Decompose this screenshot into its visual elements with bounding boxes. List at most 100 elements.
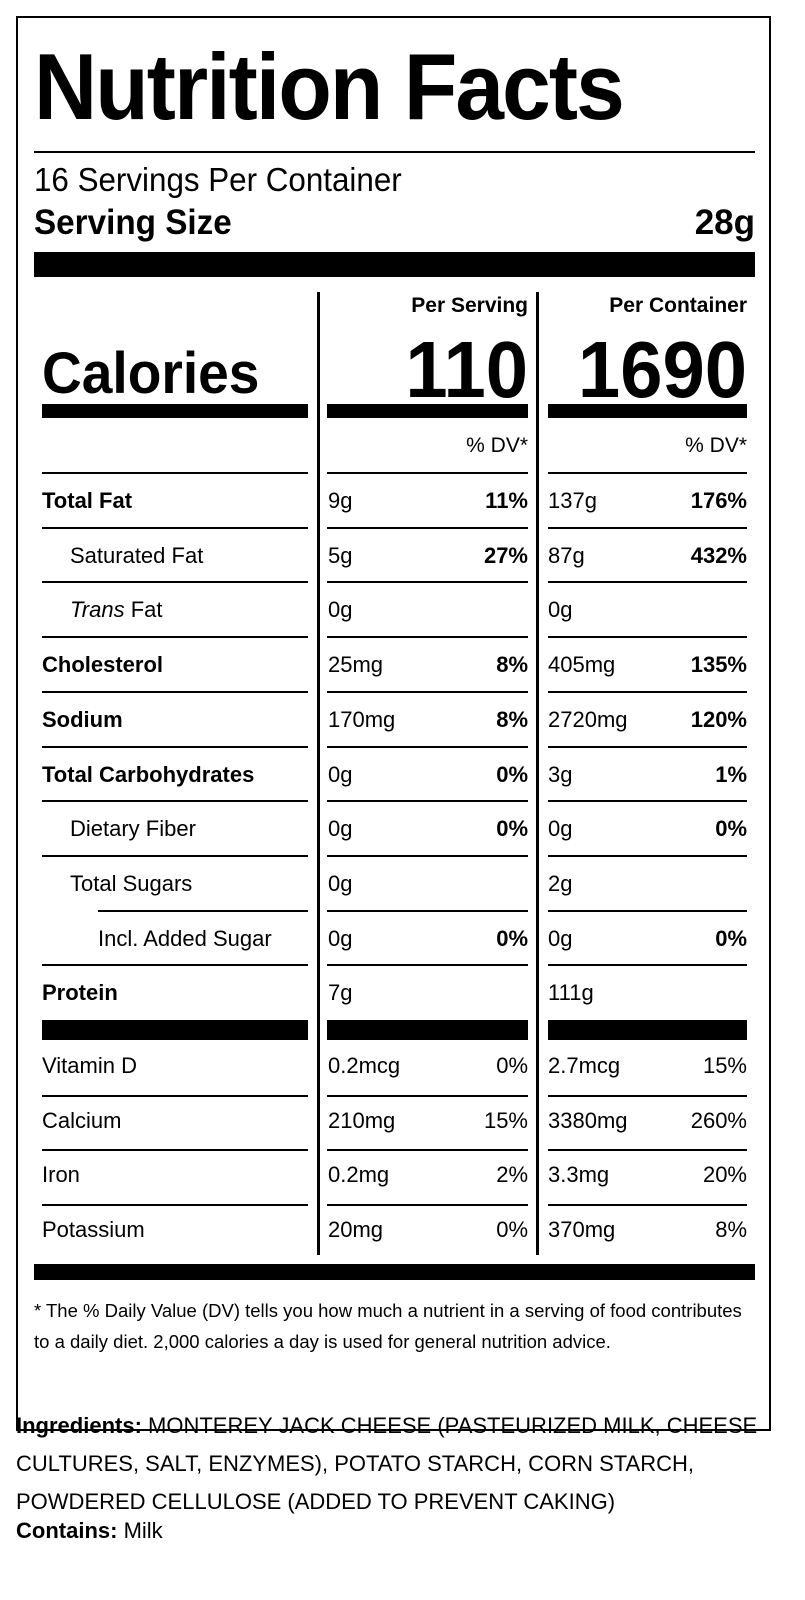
column-header-per-serving: Per Serving [411, 294, 528, 317]
row-rule [327, 636, 528, 639]
row-rule [548, 1204, 747, 1207]
vitamin-bar-serving [327, 1020, 528, 1040]
row-rule [548, 472, 747, 474]
row-rule [548, 1149, 747, 1152]
container-dv: 120% [690, 706, 747, 732]
panel-title: Nutrition Facts [34, 34, 625, 139]
row-rule [548, 854, 747, 857]
row-rule [327, 745, 528, 748]
row-rule [327, 690, 528, 693]
row-rule [327, 526, 528, 529]
serving-dv: 0% [496, 1053, 528, 1078]
row-rule [548, 526, 747, 529]
row-rule [327, 1149, 528, 1152]
row-rule [42, 964, 308, 967]
row-rule [42, 526, 308, 529]
vitamin-name: Potassium [42, 1217, 145, 1243]
container-dv: 176% [690, 488, 747, 513]
nutrient-name-text: Fat [124, 597, 163, 623]
nutrient-name: Dietary Fiber [70, 818, 196, 840]
container-amount: 3g [548, 761, 573, 787]
row-rule [42, 1204, 308, 1207]
nutrient-name-text: Sodium [42, 706, 123, 732]
row-rule [548, 690, 747, 693]
serving-dv: 8% [496, 652, 528, 678]
nutrient-name-text: Cholesterol [42, 652, 164, 678]
container-dv: 0% [715, 925, 747, 951]
title-divider [34, 151, 755, 153]
nutrient-name-italic: Trans [70, 597, 125, 623]
row-rule [548, 581, 747, 584]
calories-label: Calories [42, 341, 260, 406]
container-dv: 432% [690, 542, 747, 568]
row-rule [42, 1094, 308, 1097]
nutrition-facts-panel [16, 16, 771, 1431]
container-amount: 3.3mg [548, 1162, 610, 1188]
calories-per-container: 1690 [577, 325, 747, 414]
column-header-per-container: Per Container [609, 294, 747, 317]
daily-value-footnote: * The % Daily Value (DV) tells you how m… [34, 1300, 742, 1352]
row-rule [327, 909, 528, 912]
row-rule [42, 636, 308, 639]
container-amount: 3380mg [548, 1107, 628, 1133]
row-rule [548, 909, 747, 912]
nutrient-name: Total Sugars [70, 870, 193, 896]
serving-dv: 0% [496, 816, 528, 842]
calories-bar-serving [327, 404, 528, 418]
column-divider-1 [317, 292, 320, 1255]
calories-per-serving: 110 [405, 325, 528, 414]
row-rule [548, 636, 747, 639]
serving-amount: 20mg [328, 1217, 384, 1243]
container-amount: 405mg [548, 652, 616, 678]
row-rule [327, 581, 528, 584]
serving-amount: 0g [328, 816, 353, 842]
row-rule [42, 472, 308, 474]
row-rule [327, 1204, 528, 1207]
ingredients-label: Ingredients: [16, 1413, 142, 1438]
serving-amount: 25mg [328, 652, 384, 678]
calories-bar-container [548, 404, 747, 418]
serving-dv: 8% [496, 706, 528, 732]
container-amount: 0g [548, 925, 573, 951]
serving-amount: 210mg [328, 1107, 396, 1133]
serving-dv: 27% [483, 542, 528, 568]
container-dv: 1% [715, 761, 747, 787]
nutrient-name: Trans Fat [70, 599, 163, 621]
container-amount: 111g [548, 980, 594, 1006]
nutrient-name-text: Total Carbohydrates [42, 761, 255, 787]
row-rule [327, 472, 528, 474]
row-rule [42, 745, 308, 748]
serving-dv: 0% [496, 1217, 528, 1243]
column-divider-2 [536, 292, 539, 1255]
container-amount: 0g [548, 597, 573, 623]
container-dv: 15% [702, 1053, 747, 1078]
ingredients-statement: Ingredients: MONTEREY JACK CHEESE (PASTE… [16, 1407, 776, 1521]
row-rule [327, 1094, 528, 1097]
row-rule [42, 1149, 308, 1152]
container-dv: 20% [702, 1162, 747, 1188]
container-amount: 87g [548, 542, 585, 568]
ingredients-text: MONTEREY JACK CHEESE (PASTEURIZED MILK, … [16, 1413, 758, 1514]
container-amount: 2720mg [548, 706, 628, 732]
footer-thick-bar [34, 1264, 755, 1280]
row-rule [548, 745, 747, 748]
row-rule [98, 909, 308, 912]
contains-label: Contains: [16, 1518, 118, 1543]
row-rule [548, 800, 747, 803]
container-dv: 8% [715, 1217, 747, 1243]
vitamin-name: Calcium [42, 1107, 122, 1133]
container-dv: 135% [690, 652, 747, 678]
row-rule [548, 964, 747, 967]
row-rule [42, 800, 308, 803]
dv-header-container: % DV* [685, 434, 747, 457]
serving-amount: 0g [328, 761, 353, 787]
serving-amount: 0.2mg [328, 1162, 390, 1188]
nutrient-name-text: Total Sugars [70, 870, 193, 896]
serving-amount: 0g [328, 870, 353, 896]
nutrient-name-text: Total Fat [42, 488, 133, 513]
serving-dv: 11% [485, 488, 528, 513]
container-amount: 370mg [548, 1217, 616, 1243]
container-dv: 0% [715, 816, 747, 842]
serving-dv: 0% [496, 761, 528, 787]
row-rule [548, 1094, 747, 1097]
